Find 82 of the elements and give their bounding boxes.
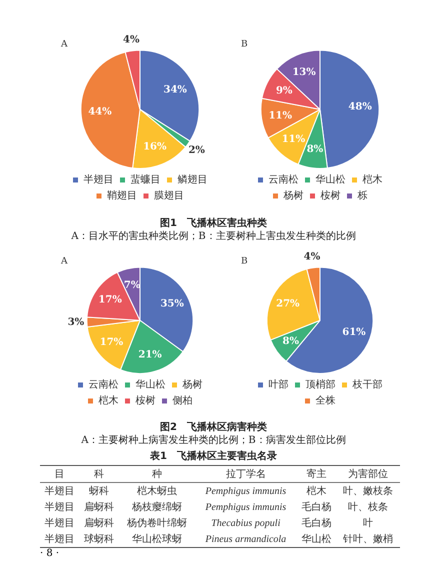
legend-label: 侧柏 [172,394,192,407]
text: Pemphigus immunis [204,500,288,514]
text: A：目水平的害虫种类比例；B：主要树种上害虫发生种类的比例 [70,230,357,243]
text: 寄主 [296,466,336,482]
data-label: 8% [282,336,300,348]
text: 科 [79,466,119,482]
data-label: 21% [138,350,162,361]
text: 目 [40,466,80,482]
data-label: 4% [122,34,140,46]
data-label: 13% [292,67,316,78]
data-label: 2% [188,145,206,156]
legend-label: 华山松 [316,174,346,186]
legend-label: 鞘翅目 [107,190,137,202]
data-label: 17% [98,294,122,306]
text: 针叶、嫩梢 [336,531,400,548]
text: 半翅目 [44,516,76,531]
text: 毛白杨 [300,516,332,531]
text: 桤木蚜虫 [136,484,178,499]
legend-label: 膜翅目 [154,190,184,202]
text: A [60,40,68,50]
data-label: 34% [164,84,188,96]
data-label: 61% [342,327,366,338]
text: 桤木 [305,484,328,499]
text: 半翅目 [40,531,80,548]
legend-label: 枝干部 [352,378,382,391]
caption: 图1 飞播林区害虫种类 [160,218,267,229]
text: 半翅目 [44,484,76,499]
text: Pemphigus immunis [204,484,288,498]
data-label: 9% [276,86,293,97]
legend-label: 桉树 [320,190,340,202]
text: 叶、嫩枝条 [342,484,394,499]
legend-label: 杨树 [182,378,202,391]
legend-label: 半翅目 [84,174,114,186]
data-label: 17% [100,337,124,348]
text: 种 [118,466,195,482]
data-label: 44% [88,106,112,118]
text: 半翅目 [44,500,76,515]
legend-label: 蜚蠊目 [130,174,160,186]
text: Pineus armandicola [194,531,297,548]
legend-label: 桤木 [98,394,118,407]
chart-title: A [60,256,68,267]
data-label: 48% [348,101,372,112]
text: 华山松球蚜 [118,531,195,548]
legend-label: 华山松 [136,378,166,391]
legend-label: 顶梢部 [306,378,336,391]
text: 蚜科 [88,484,110,499]
text: 扁蚜科 [82,500,115,515]
text: Thecabius populi [210,516,282,530]
legend-label: 桤木 [362,174,382,186]
text: 华山松 [296,531,336,548]
text: A：主要树种上病害发生种类的比例；B：病害发生部位比例 [80,434,347,447]
text: 为害部位 [336,466,400,482]
text: 扁蚜科 [82,516,115,531]
data-label: 27% [276,298,300,310]
text: 叶、枝条 [347,500,389,515]
legend-label: 杨树 [282,190,304,202]
data-label: 16% [143,141,167,152]
text: 球蚜科 [79,531,119,548]
legend-label: 全株 [316,394,336,407]
chart-title: B [241,40,248,50]
text: 拉丁学名 [194,466,297,482]
data-label: 8% [306,144,324,155]
legend-label: 栎 [356,190,368,202]
caption: 图2 飞播林区病害种类 [160,422,267,433]
legend-label: 桉树 [136,394,156,407]
data-label: 3% [68,317,85,328]
text: 杨枝瘿绵蚜 [130,500,183,515]
text: 毛白杨 [300,500,332,515]
data-label: 11% [282,134,306,146]
data-label: 11% [268,110,293,122]
legend-label: 叶部 [268,378,288,391]
text: B [241,256,248,267]
data-label: 4% [304,251,321,262]
text: · 8 · [40,548,60,559]
data-label: 35% [160,298,184,310]
text: 表1 飞播林区主要害虫名录 [150,451,277,462]
data-label: 7% [124,280,141,291]
legend-label: 鳞翅目 [178,174,208,186]
legend-label: 云南松 [268,174,298,186]
text: 杨伪卷叶绵蚜 [126,516,188,531]
text: 叶 [362,516,374,531]
legend-label: 云南松 [88,378,118,391]
